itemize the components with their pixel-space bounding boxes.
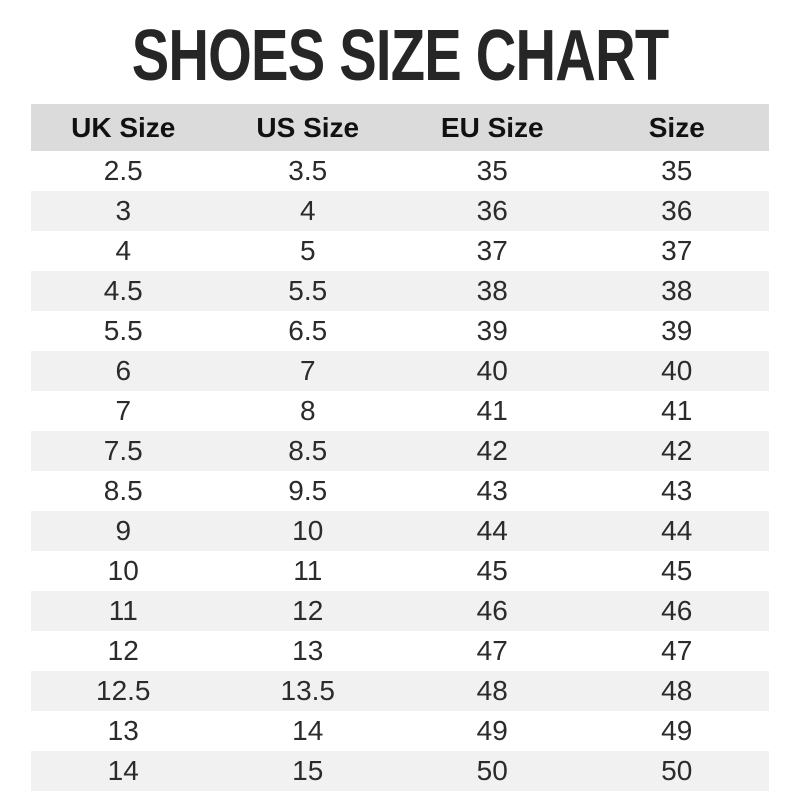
table-row: 12.5 13.5 48 48 (31, 671, 769, 711)
size-cell: 7 (115, 395, 132, 426)
size-cell: 37 (476, 235, 508, 266)
size-cell: 15 (292, 755, 324, 786)
size-cell: 11 (108, 595, 138, 626)
size-conversion-table: UK Size US Size EU Size Size 2.5 3.5 35 35 3… (31, 104, 769, 791)
size-cell: 14 (107, 755, 139, 786)
size-cell: 6.5 (288, 315, 328, 346)
size-cell: 38 (476, 275, 508, 306)
size-cell: 40 (476, 355, 508, 386)
size-cell: 11 (293, 555, 323, 586)
size-cell: 50 (476, 755, 508, 786)
size-cell: 39 (476, 315, 508, 346)
size-cell: 7 (299, 355, 316, 386)
table-row: 7.5 8.5 42 42 (31, 431, 769, 471)
size-cell: 36 (661, 195, 693, 226)
table-row: 3 4 36 36 (31, 191, 769, 231)
table-row: 13 14 49 49 (31, 711, 769, 751)
page-title: SHOES SIZE CHART (131, 16, 669, 96)
size-cell: 13 (292, 635, 324, 666)
size-cell: 3 (115, 195, 132, 226)
size-cell: 48 (476, 675, 508, 706)
size-cell: 13.5 (280, 675, 336, 706)
table-row: 2.5 3.5 35 35 (31, 151, 769, 191)
size-cell: 8.5 (103, 475, 143, 506)
size-cell: 9.5 (288, 475, 328, 506)
size-cell: 12.5 (96, 675, 151, 706)
size-cell: 2.5 (103, 155, 143, 186)
column-header-uk-size: UK Size (31, 104, 216, 151)
size-cell: 37 (661, 235, 693, 266)
size-cell: 46 (476, 595, 508, 626)
table-header: UK Size US Size EU Size Size (31, 104, 769, 151)
size-cell: 45 (661, 555, 693, 586)
size-cell: 49 (661, 715, 693, 746)
size-cell: 38 (661, 275, 693, 306)
size-cell: 8 (299, 395, 316, 426)
size-cell: 39 (661, 315, 693, 346)
size-cell: 43 (476, 475, 508, 506)
size-cell: 47 (661, 635, 693, 666)
size-cell: 35 (476, 155, 508, 186)
title-container: SHOES SIZE CHART (0, 0, 800, 94)
table-row: 5.5 6.5 39 39 (31, 311, 769, 351)
size-cell: 14 (292, 715, 324, 746)
size-cell: 13 (107, 715, 139, 746)
size-cell: 12 (107, 635, 139, 666)
size-cell: 41 (661, 395, 693, 426)
table-row: 7 8 41 41 (31, 391, 769, 431)
size-cell: 47 (476, 635, 508, 666)
size-cell: 46 (661, 595, 693, 626)
table-row: 4.5 5.5 38 38 (31, 271, 769, 311)
size-cell: 35 (661, 155, 693, 186)
size-cell: 5.5 (288, 275, 328, 306)
size-cell: 44 (661, 515, 693, 546)
size-cell: 10 (107, 555, 139, 586)
table-header-row: UK Size US Size EU Size Size (31, 104, 769, 151)
table-row: 14 15 50 50 (31, 751, 769, 791)
size-cell: 42 (476, 435, 508, 466)
size-cell: 40 (661, 355, 693, 386)
size-cell: 6 (115, 355, 132, 386)
size-cell: 36 (476, 195, 508, 226)
size-cell: 44 (476, 515, 508, 546)
size-cell: 8.5 (288, 435, 328, 466)
size-cell: 12 (292, 595, 324, 626)
table-row: 6 7 40 40 (31, 351, 769, 391)
size-cell: 9 (115, 515, 132, 546)
size-cell: 4.5 (103, 275, 143, 306)
size-cell: 4 (299, 195, 316, 226)
size-cell: 5 (299, 235, 316, 266)
size-cell: 43 (661, 475, 693, 506)
size-cell: 7.5 (103, 435, 143, 466)
size-cell: 48 (661, 675, 693, 706)
size-cell: 42 (661, 435, 693, 466)
size-cell: 50 (661, 755, 693, 786)
size-cell: 49 (476, 715, 508, 746)
size-cell: 45 (476, 555, 508, 586)
size-cell: 3.5 (288, 155, 328, 186)
table-row: 11 12 46 46 (31, 591, 769, 631)
size-cell: 5.5 (103, 315, 143, 346)
table-row: 10 11 45 45 (31, 551, 769, 591)
table-row: 8.5 9.5 43 43 (31, 471, 769, 511)
size-cell: 10 (292, 515, 324, 546)
size-table-body: 2.5 3.5 35 35 3 4 36 36 4 5 37 37 4.5 5.5 38 38 5.5 6.5 39… (31, 151, 769, 791)
size-cell: 4 (115, 235, 132, 266)
column-header-us-size: US Size (215, 104, 400, 151)
column-header-eu-size: EU Size (400, 104, 585, 151)
table-row: 9 10 44 44 (31, 511, 769, 551)
table-row: 12 13 47 47 (31, 631, 769, 671)
column-header-size: Size (584, 104, 769, 151)
table-row: 4 5 37 37 (31, 231, 769, 271)
size-cell: 41 (476, 395, 508, 426)
